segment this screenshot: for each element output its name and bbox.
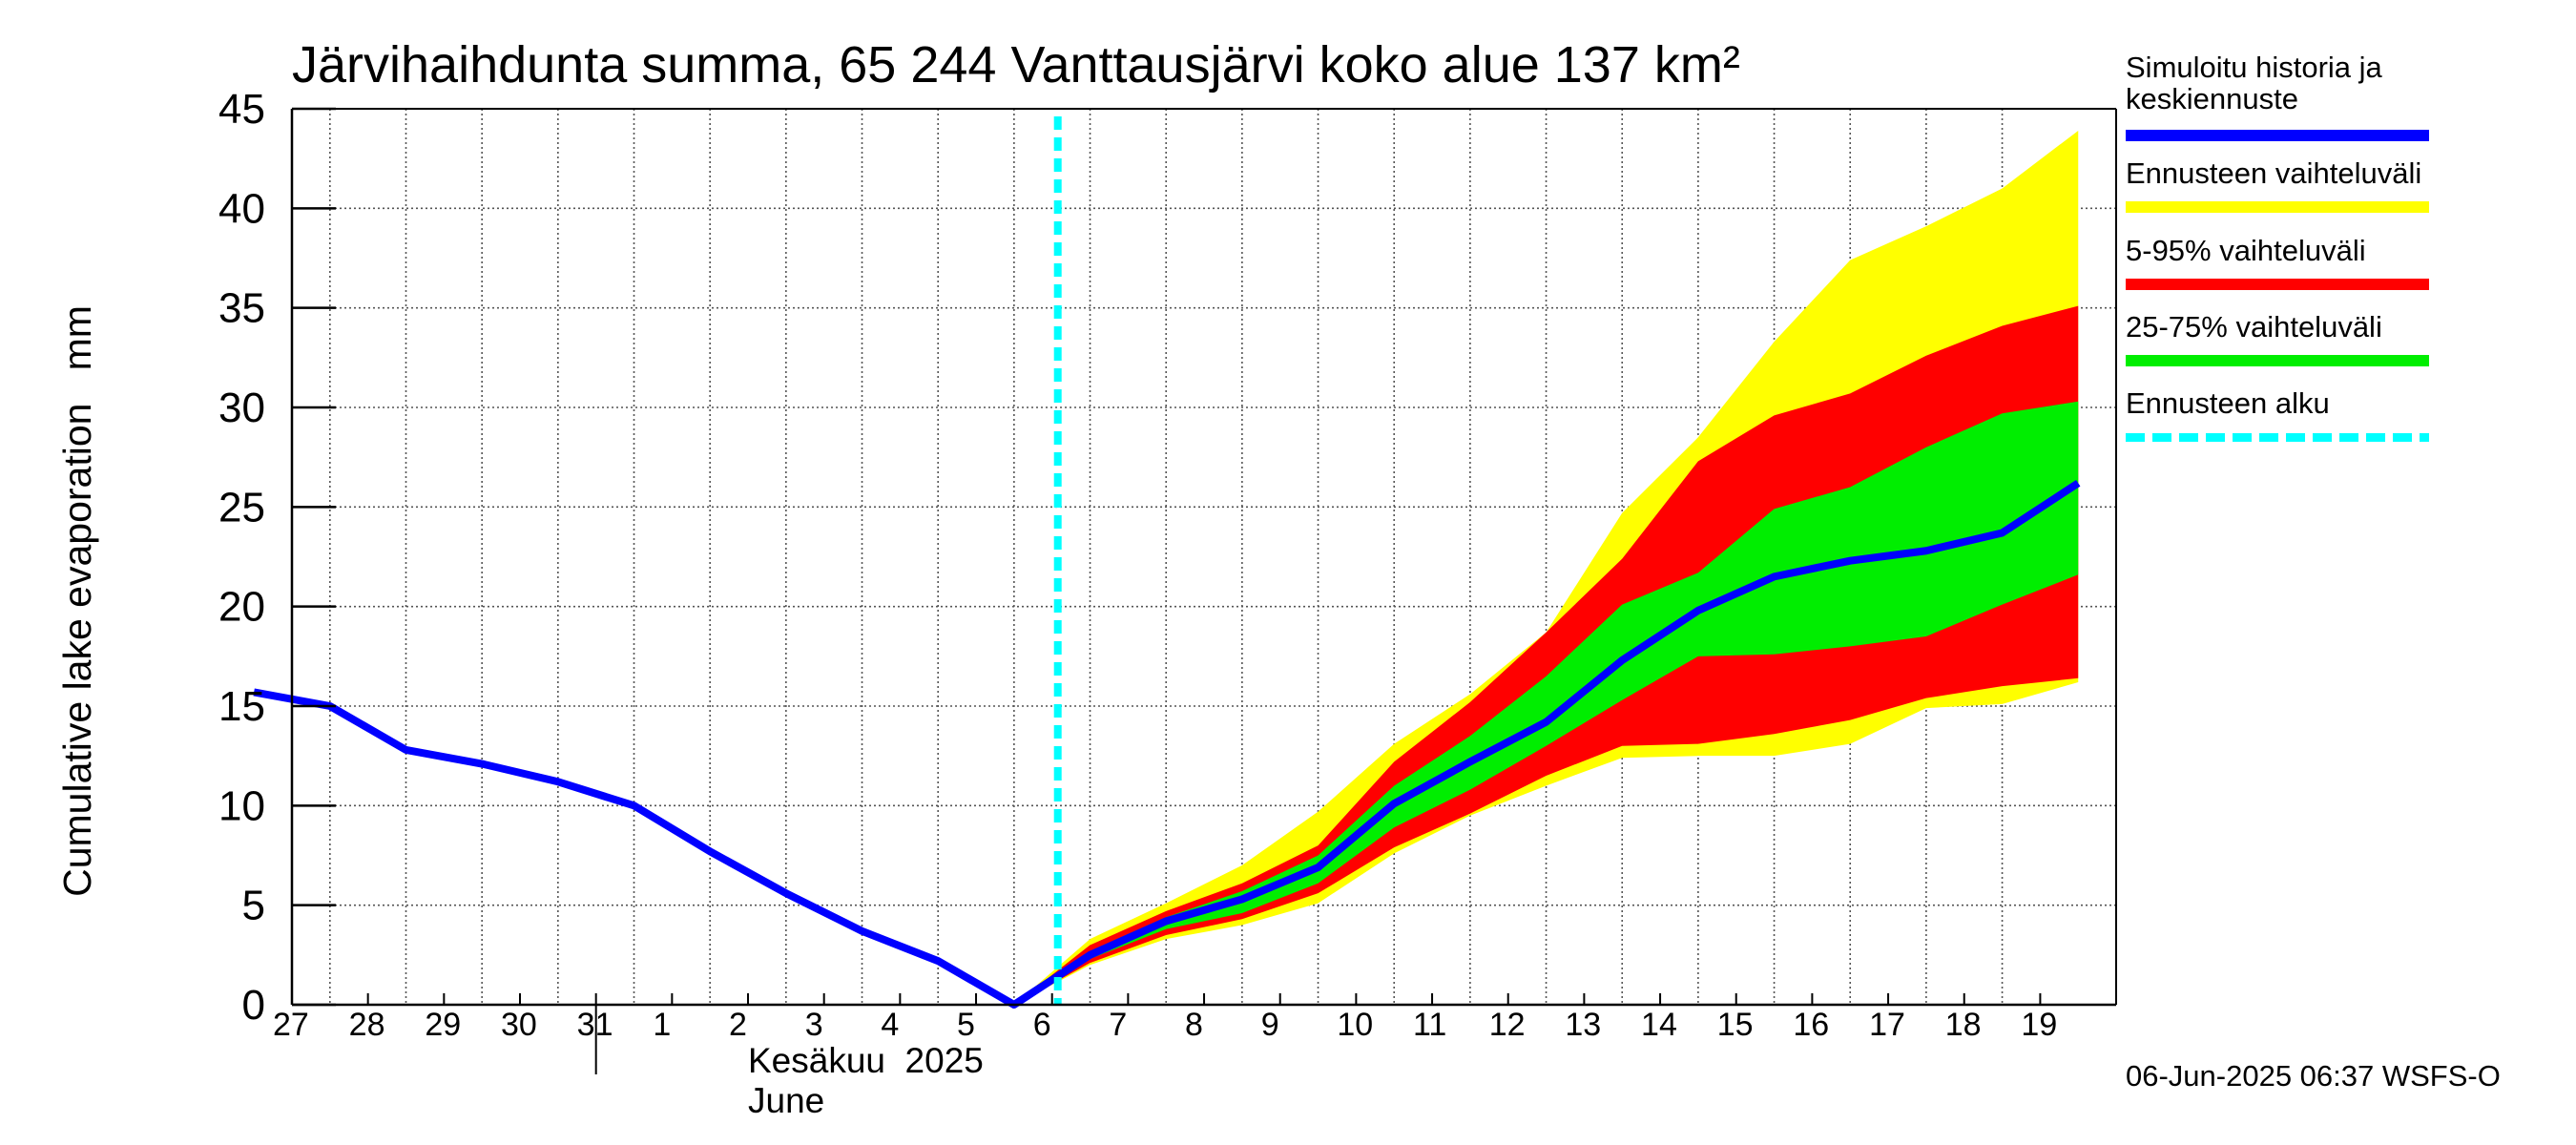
band-3 <box>1013 401 2079 1005</box>
chart-title: Järvihaihdunta summa, 65 244 Vanttausjär… <box>292 36 1740 94</box>
legend-label: 5-95% vaihteluväli <box>2126 234 2366 267</box>
mean-line <box>253 479 2081 1009</box>
x-tick-label: 5 <box>957 1007 975 1043</box>
x-tick-label: 12 <box>1489 1007 1526 1043</box>
legend-swatch-5-95 <box>2126 279 2429 290</box>
y-tick-label: 10 <box>218 782 265 829</box>
legend-label: Ennusteen vaihteluväli <box>2126 156 2422 190</box>
y-axis-label: Cumulative lake evaporation mm <box>55 305 99 897</box>
x-tick-label: 29 <box>425 1007 461 1043</box>
x-tick-label: 17 <box>1869 1007 1905 1043</box>
x-tick-label: 14 <box>1641 1007 1677 1043</box>
legend-swatch-forecast-range <box>2126 201 2429 213</box>
x-tick-label: 6 <box>1033 1007 1051 1043</box>
y-tick-label: 5 <box>242 883 265 929</box>
band-1 <box>1013 130 2079 1005</box>
month-label-fi: Kesäkuu 2025 <box>748 1041 984 1080</box>
x-tick-label: 7 <box>1109 1007 1127 1043</box>
legend-item-forecast-start: Ennusteen alku <box>2126 386 2429 442</box>
legend-item-5-95: 5-95% vaihteluväli <box>2126 234 2429 290</box>
legend-swatch-forecast-start <box>2126 433 2429 442</box>
y-tick-label: 30 <box>218 385 265 431</box>
x-tick-label: 1 <box>653 1007 671 1043</box>
legend-item-mean: Simuloitu historia ja keskiennuste <box>2126 51 2429 141</box>
x-tick-label: 28 <box>349 1007 385 1043</box>
y-tick-label: 0 <box>242 982 265 1029</box>
x-tick-label: 8 <box>1185 1007 1203 1043</box>
x-tick-label: 4 <box>881 1007 899 1043</box>
legend-label: Ennusteen alku <box>2126 386 2330 420</box>
x-tick-label: 11 <box>1413 1007 1446 1043</box>
x-tick-label: 15 <box>1717 1007 1754 1043</box>
legend-item-25-75: 25-75% vaihteluväli <box>2126 310 2429 366</box>
x-tick-label: 31 <box>577 1007 613 1043</box>
x-tick-label: 13 <box>1565 1007 1601 1043</box>
x-tick-label: 9 <box>1261 1007 1279 1043</box>
month-label-en: June <box>748 1081 824 1120</box>
x-tick-label: 18 <box>1945 1007 1982 1043</box>
x-tick-label: 30 <box>501 1007 537 1043</box>
y-tick-label: 15 <box>218 683 265 730</box>
legend-label: Simuloitu historia ja keskiennuste <box>2126 51 2382 115</box>
x-tick-label: 2 <box>729 1007 747 1043</box>
legend-label: 25-75% vaihteluväli <box>2126 310 2382 344</box>
y-tick-label: 45 <box>218 86 265 133</box>
footer-timestamp: 06-Jun-2025 06:37 WSFS-O <box>2126 1059 2501 1093</box>
legend-item-forecast-range: Ennusteen vaihteluväli <box>2126 156 2429 213</box>
y-tick-label: 35 <box>218 285 265 332</box>
y-tick-label: 25 <box>218 484 265 531</box>
y-tick-label: 40 <box>218 185 265 232</box>
y-tick-label: 20 <box>218 584 265 631</box>
x-tick-label: 16 <box>1793 1007 1829 1043</box>
x-tick-label: 3 <box>805 1007 823 1043</box>
legend-swatch-25-75 <box>2126 355 2429 366</box>
x-tick-label: 10 <box>1337 1007 1373 1043</box>
legend-swatch-mean <box>2126 130 2429 141</box>
x-tick-label: 27 <box>273 1007 309 1043</box>
band-2 <box>1013 305 2079 1006</box>
x-tick-label: 19 <box>2021 1007 2057 1043</box>
